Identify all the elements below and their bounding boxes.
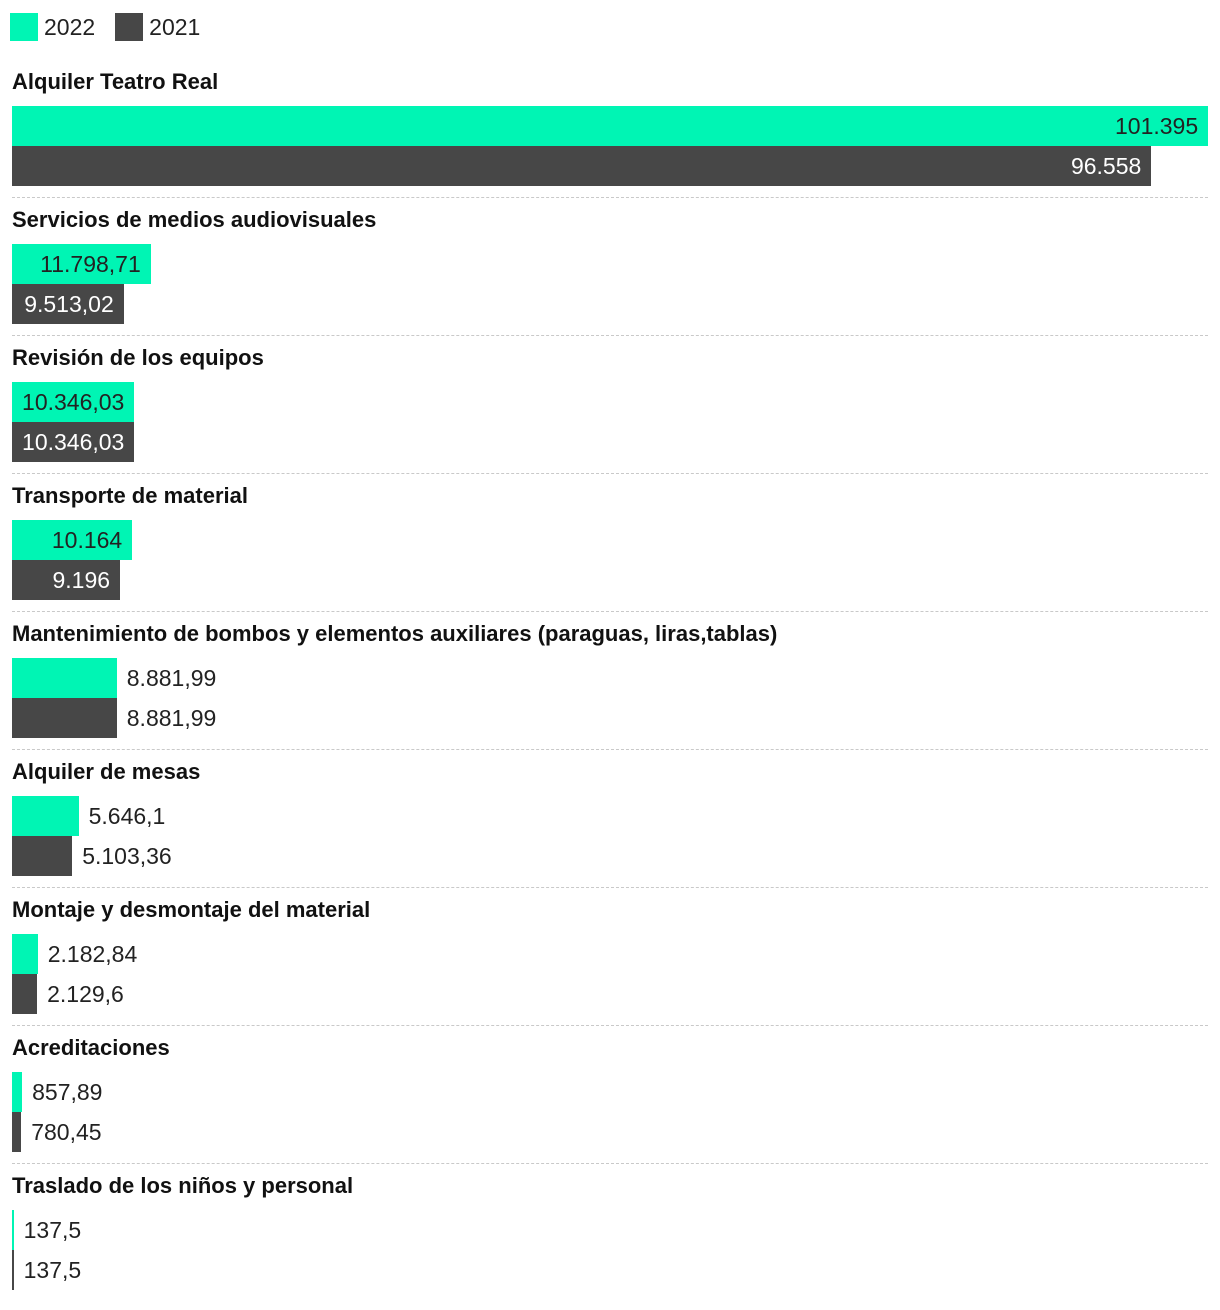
bar-2021 (12, 1112, 22, 1152)
group-divider (12, 887, 1208, 888)
category-group: Revisión de los equipos 10.346,03 10.346,0… (12, 344, 1208, 482)
group-divider (12, 197, 1208, 198)
bar-2022 (12, 520, 132, 560)
data-label-2022: 10.346,03 (22, 389, 125, 415)
bar-row-2021: 9.196 (12, 560, 1208, 600)
category-group: Acreditaciones 857,89 780,45 (12, 1034, 1208, 1172)
bar-row-2021: 8.881,99 (12, 698, 1208, 738)
bar-2021 (12, 146, 1151, 186)
bar-row-2022: 137,5 (12, 1210, 1208, 1250)
category-label: Transporte de material (12, 483, 248, 508)
bar-row-2022: 10.346,03 (12, 382, 1208, 422)
bar-row-2022: 10.164 (12, 520, 1208, 560)
bar-2022 (12, 244, 152, 284)
group-divider (12, 749, 1208, 750)
data-label-2021: 9.196 (52, 567, 111, 593)
bar-2022 (12, 796, 79, 836)
data-label-2021: 10.346,03 (22, 429, 125, 455)
category-label: Servicios de medios audiovisuales (12, 207, 377, 232)
category-label: Alquiler Teatro Real (12, 69, 219, 94)
group-divider (12, 1025, 1208, 1026)
bar-row-2021: 780,45 (12, 1112, 1208, 1152)
bar-row-2021: 9.513,02 (12, 284, 1208, 324)
data-label-2021: 137,5 (23, 1257, 82, 1283)
category-label: Montaje y desmontaje del material (12, 897, 371, 922)
data-label-2021: 2.129,6 (47, 981, 124, 1007)
data-label-2021: 780,45 (31, 1119, 102, 1145)
bar-row-2022: 8.881,99 (12, 658, 1208, 698)
bar-2022 (12, 934, 38, 974)
bar-row-2022: 11.798,71 (12, 244, 1208, 284)
data-label-2022: 101.395 (1115, 113, 1199, 139)
category-group: Traslado de los niños y personal 137,5 137… (12, 1172, 1208, 1310)
bar-2022 (12, 1210, 14, 1250)
bar-row-2022: 101.395 (12, 106, 1208, 146)
group-divider (12, 1163, 1208, 1164)
bar-row-2021: 96.558 (12, 146, 1208, 186)
data-label-2021: 5.103,36 (82, 843, 172, 869)
bar-row-2022: 857,89 (12, 1072, 1208, 1112)
data-label-2021: 96.558 (1070, 153, 1142, 179)
data-label-2021: 9.513,02 (24, 291, 114, 317)
data-label-2022: 2.182,84 (47, 941, 138, 967)
bar-2021 (12, 1250, 14, 1290)
bar-row-2021: 5.103,36 (12, 836, 1208, 876)
bar-row-2022: 5.646,1 (12, 796, 1208, 836)
legend-swatch (10, 13, 38, 41)
data-label-2022: 10.164 (51, 527, 123, 553)
category-label: Revisión de los equipos (12, 345, 264, 370)
bar-2022 (12, 106, 1208, 146)
data-label-2022: 857,89 (32, 1079, 103, 1105)
grouped-bar-chart: Alquiler Teatro Real 101.395 96.558 Servici… (12, 68, 1208, 1310)
bar-2021 (12, 422, 135, 462)
category-label: Traslado de los niños y personal (12, 1173, 354, 1198)
bar-row-2021: 10.346,03 (12, 422, 1208, 462)
data-label-2022: 5.646,1 (88, 803, 166, 829)
category-label: Mantenimiento de bombos y elementos auxi… (12, 621, 778, 646)
bar-2021 (12, 836, 73, 876)
bar-2021 (12, 284, 125, 324)
data-label-2022: 8.881,99 (126, 665, 217, 691)
category-group: Mantenimiento de bombos y elementos auxi… (12, 620, 1208, 758)
category-group: Montaje y desmontaje del material 2.182,8… (12, 896, 1208, 1034)
bar-row-2021: 2.129,6 (12, 974, 1208, 1014)
data-label-2021: 8.881,99 (126, 705, 217, 731)
group-divider (12, 335, 1208, 336)
category-group: Servicios de medios audiovisuales 11.798,… (12, 206, 1208, 344)
group-divider (12, 473, 1208, 474)
category-label: Alquiler de mesas (12, 759, 201, 784)
legend-item-2022: 2022 (10, 13, 95, 41)
data-label-2022: 11.798,71 (40, 251, 141, 277)
legend-label: 2021 (149, 13, 201, 40)
data-label-2022: 137,5 (23, 1217, 82, 1243)
bar-row-2022: 2.182,84 (12, 934, 1208, 974)
legend: 2022 2021 (10, 13, 220, 41)
category-group: Alquiler de mesas 5.646,1 5.103,36 (12, 758, 1208, 896)
category-group: Alquiler Teatro Real 101.395 96.558 (12, 68, 1208, 206)
bar-2022 (12, 382, 135, 422)
legend-label: 2022 (44, 13, 96, 40)
category-label: Acreditaciones (12, 1035, 170, 1060)
bar-2021 (12, 560, 121, 600)
bar-2022 (12, 1072, 23, 1112)
group-divider (12, 611, 1208, 612)
legend-swatch (115, 13, 144, 41)
bar-2022 (12, 658, 117, 698)
legend-item-2021: 2021 (115, 13, 200, 41)
bar-2021 (12, 698, 117, 738)
category-group: Transporte de material 10.164 9.196 (12, 482, 1208, 620)
bar-row-2021: 137,5 (12, 1250, 1208, 1290)
bar-2021 (12, 974, 38, 1014)
